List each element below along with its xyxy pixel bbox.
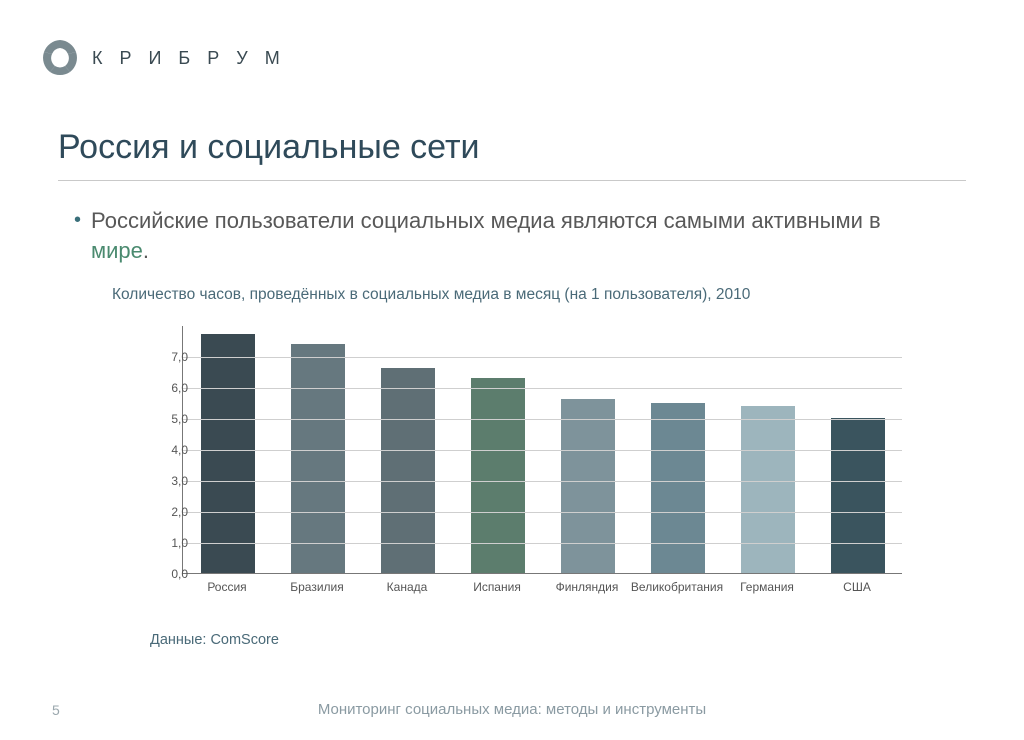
brand-header: К Р И Б Р У М xyxy=(40,38,286,78)
title-divider xyxy=(58,180,966,181)
bullet-suffix: . xyxy=(143,238,149,263)
bullet-prefix: Российские пользователи социальных медиа… xyxy=(91,208,881,233)
chart-bar xyxy=(741,406,795,573)
bullet-accent: мире xyxy=(91,238,143,263)
chart-gridline xyxy=(183,388,902,389)
chart-gridline xyxy=(183,512,902,513)
chart-x-tick-label: Россия xyxy=(207,580,246,594)
slide-title: Россия и социальные сети xyxy=(58,128,480,167)
brand-name: К Р И Б Р У М xyxy=(92,48,286,69)
chart-y-tick-label: 2,0 xyxy=(148,505,188,519)
chart-gridline xyxy=(183,450,902,451)
chart-bar xyxy=(651,403,705,574)
bullet-item: • Российские пользователи социальных мед… xyxy=(74,206,934,266)
chart-y-tick-label: 5,0 xyxy=(148,412,188,426)
chart-subtitle: Количество часов, проведённых в социальн… xyxy=(112,286,750,304)
chart-plot-area xyxy=(182,326,902,574)
chart-y-tick-label: 6,0 xyxy=(148,381,188,395)
chart-x-tick-label: Финляндия xyxy=(556,580,619,594)
chart-source: Данные: ComScore xyxy=(150,632,279,648)
chart-bar xyxy=(561,399,615,573)
brand-logo-icon xyxy=(40,38,80,78)
chart-gridline xyxy=(183,357,902,358)
chart-bar xyxy=(831,418,885,573)
chart-x-tick-label: Испания xyxy=(473,580,521,594)
chart-x-tick-label: Великобритания xyxy=(631,580,723,594)
bullet-text: Российские пользователи социальных медиа… xyxy=(91,206,934,266)
chart-y-tick-label: 0,0 xyxy=(148,567,188,581)
chart-x-tick-label: Бразилия xyxy=(290,580,344,594)
chart-y-tick-label: 1,0 xyxy=(148,536,188,550)
footer-text: Мониторинг социальных медиа: методы и ин… xyxy=(0,701,1024,718)
chart-x-tick-label: США xyxy=(843,580,871,594)
slide: К Р И Б Р У М Россия и социальные сети •… xyxy=(0,0,1024,740)
bar-chart: 0,0 1,0 2,0 3,0 4,0 5,0 6,0 7,0 Россия Бразилия Ка… xyxy=(136,326,916,606)
chart-x-tick-label: Германия xyxy=(740,580,794,594)
chart-gridline xyxy=(183,543,902,544)
chart-y-tick-label: 7,0 xyxy=(148,350,188,364)
chart-y-tick-label: 3,0 xyxy=(148,474,188,488)
chart-y-tick-label: 4,0 xyxy=(148,443,188,457)
chart-bar xyxy=(201,334,255,573)
chart-gridline xyxy=(183,419,902,420)
chart-x-tick-label: Канада xyxy=(387,580,428,594)
bullet-dot-icon: • xyxy=(74,206,81,234)
chart-bar xyxy=(291,344,345,573)
chart-gridline xyxy=(183,481,902,482)
